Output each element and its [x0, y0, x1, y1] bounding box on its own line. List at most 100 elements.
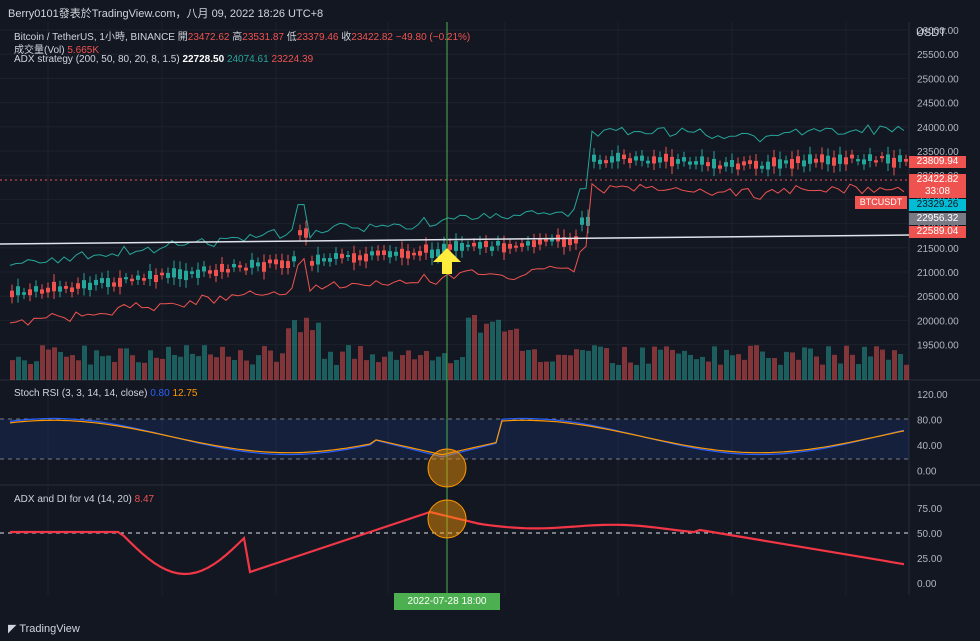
volume-bar — [604, 348, 609, 380]
symbol-legend[interactable]: Bitcoin / TetherUS, 1小時, BINANCE 開23472.… — [14, 32, 471, 43]
volume-bar — [832, 354, 837, 380]
volume-bar — [52, 347, 57, 380]
volume-bar — [676, 353, 681, 380]
price-tick-label: 20000.00 — [917, 316, 959, 327]
candle — [688, 161, 692, 165]
candle — [304, 228, 308, 238]
volume-bar — [292, 320, 297, 380]
candle — [310, 260, 314, 266]
candle — [316, 254, 320, 265]
chart-area[interactable]: 26000.00 25500.00 25000.00 24500.00 24000.00… — [0, 22, 980, 610]
volume-bar — [772, 357, 777, 380]
price-tick-label: 24500.00 — [917, 99, 959, 110]
volume-bar — [796, 359, 801, 380]
price-tick-label: 24000.00 — [917, 123, 959, 134]
volume-bar — [658, 349, 663, 380]
volume-bar — [850, 354, 855, 380]
candle — [682, 157, 686, 162]
price-tick-label: 20500.00 — [917, 292, 959, 303]
volume-bar — [688, 354, 693, 380]
candle — [808, 154, 812, 164]
candle — [844, 157, 848, 165]
volume-bar — [190, 353, 195, 380]
candle — [430, 249, 434, 258]
candle — [370, 251, 374, 256]
candle — [190, 271, 194, 274]
adx-highlight-circle — [427, 499, 467, 539]
volume-bar — [28, 363, 33, 380]
volume-bar — [574, 349, 579, 380]
candle — [100, 278, 104, 283]
volume-bar — [232, 359, 237, 380]
adx-line — [10, 510, 905, 576]
volume-bar — [196, 356, 201, 380]
candle — [502, 243, 506, 253]
adx-di-value: 8.47 — [134, 494, 155, 505]
volume-bar — [268, 350, 273, 380]
candle — [598, 159, 602, 165]
volume-bar — [34, 361, 39, 380]
candle — [778, 159, 782, 169]
candle — [22, 292, 26, 295]
volume-bar — [820, 364, 825, 380]
adx-strategy-legend[interactable]: ADX strategy (200, 50, 80, 20, 8, 1.5) 2… — [14, 54, 314, 65]
volume-bar — [346, 345, 351, 380]
volume-bar — [814, 356, 819, 380]
adx-di-legend[interactable]: ADX and DI for v4 (14, 20) 8.47 — [14, 494, 155, 505]
stoch-k-value: 0.80 — [150, 388, 170, 399]
candle — [112, 282, 116, 287]
volume-bar — [280, 353, 285, 380]
candle — [760, 165, 764, 169]
candle — [754, 160, 758, 169]
candle — [820, 154, 824, 163]
candle — [568, 238, 572, 246]
candle — [562, 237, 566, 247]
volume-legend[interactable]: 成交量(Vol) 5.665K — [14, 45, 100, 56]
volume-bar — [172, 355, 177, 380]
candle — [748, 160, 752, 164]
volume-bar — [46, 349, 51, 380]
stoch-tick-label: 80.00 — [917, 416, 942, 427]
candle — [46, 287, 50, 293]
volume-bar — [454, 360, 459, 380]
adx-tick-label: 50.00 — [917, 529, 942, 540]
volume-bar — [22, 360, 27, 380]
volume-bar — [352, 358, 357, 380]
candle — [358, 255, 362, 261]
tradingview-logo: ◤ TradingView — [8, 623, 80, 635]
volume-bar — [838, 363, 843, 380]
volume-bar — [304, 317, 309, 380]
candle — [538, 239, 542, 245]
price-tick-label: 25000.00 — [917, 74, 959, 85]
price-tick-label: 21500.00 — [917, 244, 959, 255]
stoch-legend[interactable]: Stoch RSI (3, 3, 14, 14, close) 0.80 12.… — [14, 388, 198, 399]
candle — [790, 159, 794, 169]
volume-bar — [274, 361, 279, 380]
candle — [382, 250, 386, 255]
volume-bar — [106, 355, 111, 380]
volume-bar — [628, 362, 633, 380]
volume-bar — [130, 355, 135, 380]
chart-canvas[interactable]: 26000.00 25500.00 25000.00 24500.00 24000.00… — [0, 22, 980, 610]
candle — [442, 243, 446, 253]
candle — [466, 244, 470, 247]
candle — [532, 240, 536, 247]
volume-bar — [412, 359, 417, 380]
candle — [142, 277, 146, 281]
candle — [838, 154, 842, 164]
adx-strategy-value-3: 23224.39 — [271, 54, 314, 65]
candle — [472, 242, 476, 247]
high-value: 23531.87 — [242, 32, 284, 43]
volume-bar — [202, 345, 207, 380]
volume-bar — [154, 357, 159, 380]
candle — [352, 253, 356, 263]
candle — [136, 275, 140, 280]
price-tick-label: 21000.00 — [917, 268, 959, 279]
volume-bar — [394, 359, 399, 380]
stoch-d-value: 12.75 — [172, 388, 198, 399]
candle — [268, 259, 272, 264]
candle — [184, 270, 188, 281]
volume-bar — [592, 345, 597, 380]
candle — [298, 230, 302, 236]
lower-band-line — [9, 182, 905, 326]
